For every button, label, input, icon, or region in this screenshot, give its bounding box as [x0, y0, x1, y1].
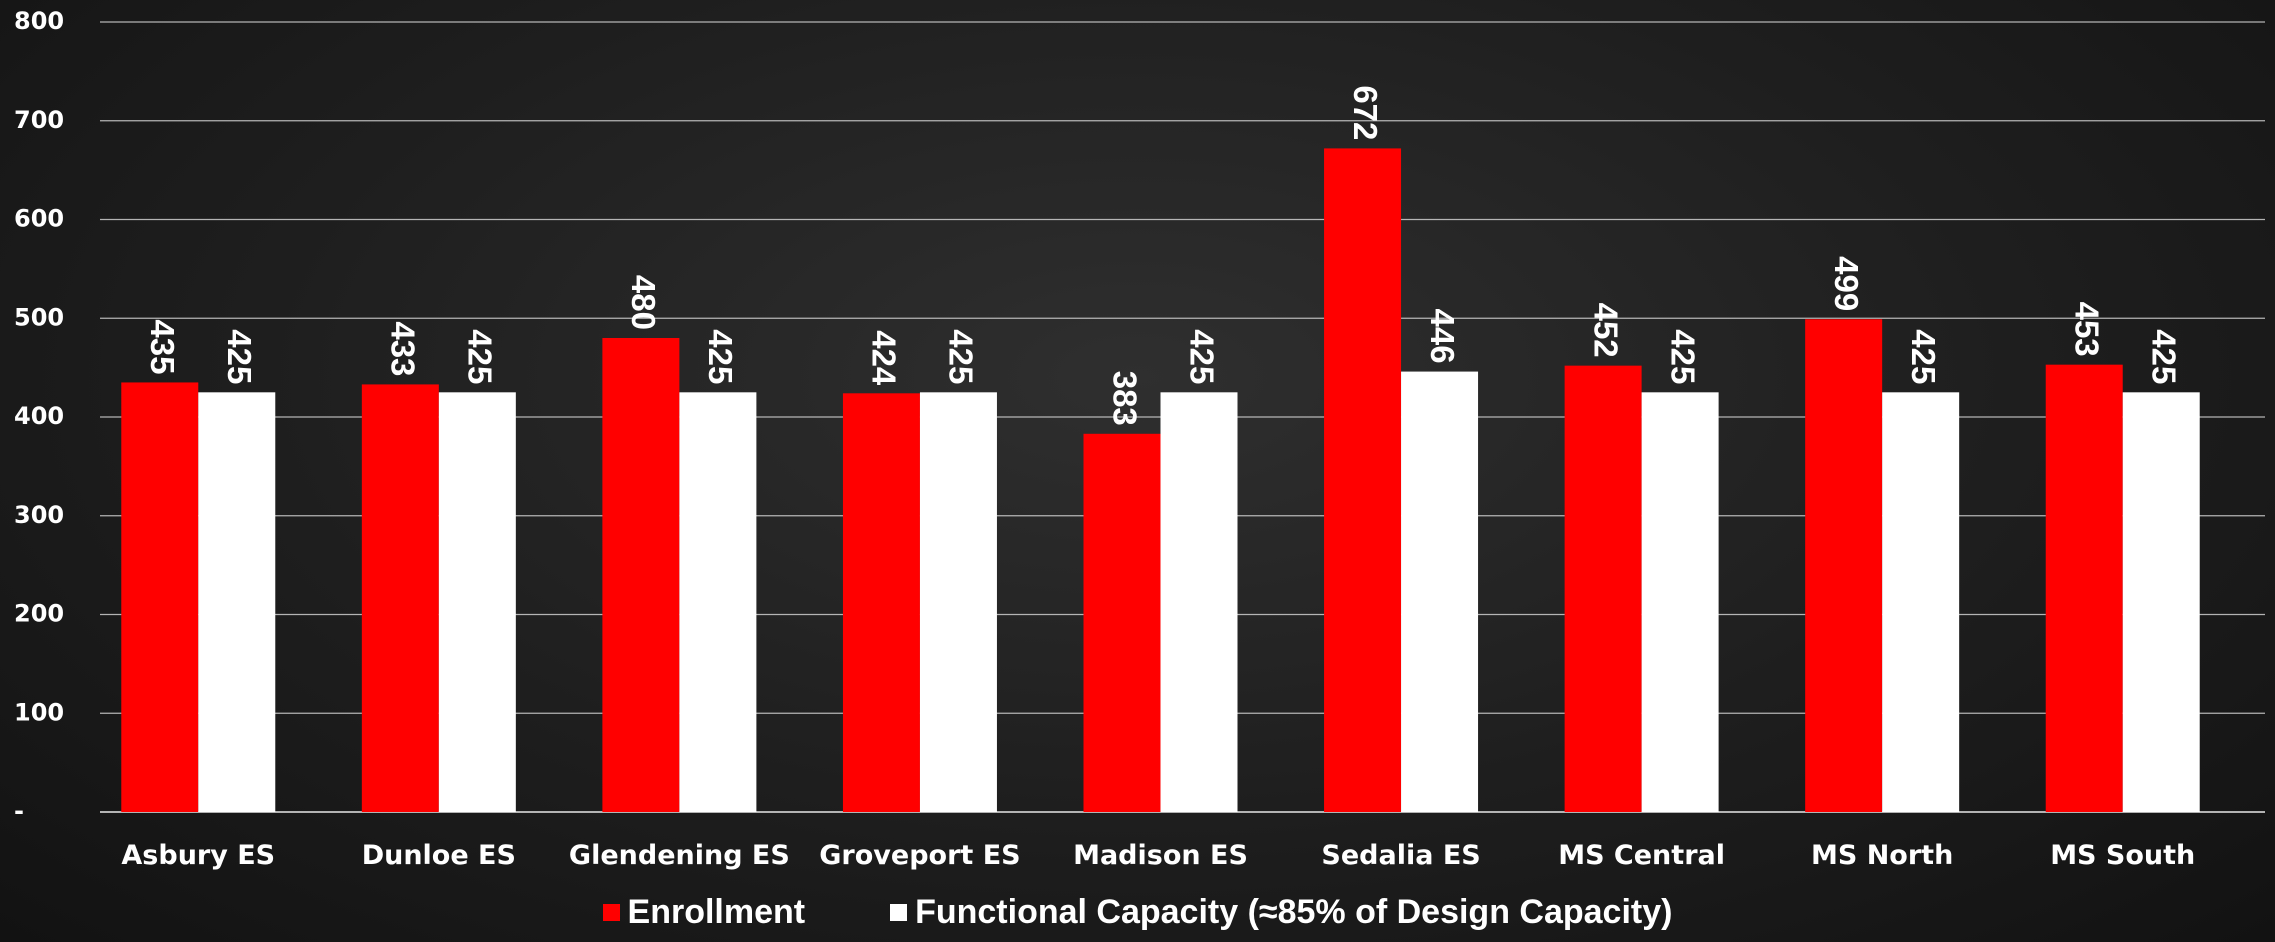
bar-capacity [198, 392, 276, 812]
chart-plot: - 100 200 300 400 500 600 700 800 435 425 Asbury ES… [14, 7, 2265, 871]
data-label: 452 [1587, 303, 1624, 358]
x-tick-label: Groveport ES [819, 840, 1020, 871]
bar-enrollment [1083, 433, 1161, 812]
data-label: 383 [1106, 371, 1143, 426]
bar-capacity [438, 392, 516, 812]
bar-capacity [1160, 392, 1238, 812]
y-tick-label: 300 [14, 501, 64, 529]
legend: Enrollment Functional Capacity (≈85% of … [0, 893, 2275, 932]
x-tick-label: Glendening ES [569, 840, 790, 871]
data-label: 453 [2069, 302, 2106, 357]
data-label: 425 [221, 329, 258, 384]
x-tick-label: Dunloe ES [362, 840, 516, 871]
legend-label-enrollment: Enrollment [627, 893, 806, 931]
data-label: 424 [866, 330, 903, 386]
bar-enrollment [1805, 319, 1883, 812]
legend-item-enrollment: Enrollment [602, 893, 806, 932]
legend-label-capacity: Functional Capacity (≈85% of Design Capa… [915, 893, 1673, 931]
bar-capacity [1641, 392, 1719, 812]
x-tick-label: Sedalia ES [1321, 840, 1480, 871]
x-tick-label: MS South [2050, 840, 2195, 871]
data-label: 499 [1828, 256, 1865, 311]
x-tick-label: MS Central [1558, 840, 1725, 871]
bar-capacity [1401, 371, 1479, 812]
bar-enrollment [2045, 364, 2123, 812]
bar-capacity [679, 392, 757, 812]
x-tick-label: Asbury ES [121, 840, 275, 871]
y-tick-label: 600 [14, 205, 64, 233]
data-label: 480 [625, 275, 662, 330]
legend-swatch-capacity [890, 904, 908, 921]
bar-enrollment [1324, 148, 1402, 812]
bar-enrollment [121, 382, 199, 812]
data-label: 425 [2146, 329, 2183, 384]
data-label: 425 [1664, 329, 1701, 384]
bar-enrollment [361, 384, 439, 812]
data-label: 425 [1905, 329, 1942, 384]
data-label: 425 [1183, 329, 1220, 384]
x-tick-label: MS North [1811, 840, 1953, 871]
data-label: 433 [385, 321, 422, 376]
y-tick-label: 800 [14, 7, 64, 35]
y-tick-label: 400 [14, 402, 64, 430]
data-label: 446 [1424, 309, 1461, 364]
y-tick-label: 100 [14, 698, 64, 726]
data-label: 425 [702, 329, 739, 384]
legend-item-capacity: Functional Capacity (≈85% of Design Capa… [890, 893, 1672, 932]
bar-enrollment [1564, 365, 1642, 812]
data-label: 672 [1347, 85, 1384, 140]
data-label: 435 [144, 319, 181, 374]
bar-enrollment [842, 393, 920, 812]
bar-capacity [919, 392, 997, 812]
y-tick-label: 500 [14, 303, 64, 331]
bar-enrollment [602, 338, 680, 812]
data-label: 425 [462, 329, 499, 384]
bar-capacity [1882, 392, 1960, 812]
y-tick-label: - [14, 797, 24, 825]
data-label: 425 [943, 329, 980, 384]
legend-swatch-enrollment [602, 904, 620, 921]
bar-capacity [2122, 392, 2200, 812]
y-tick-label: 700 [14, 106, 64, 134]
x-tick-label: Madison ES [1073, 840, 1248, 871]
y-tick-label: 200 [14, 600, 64, 628]
